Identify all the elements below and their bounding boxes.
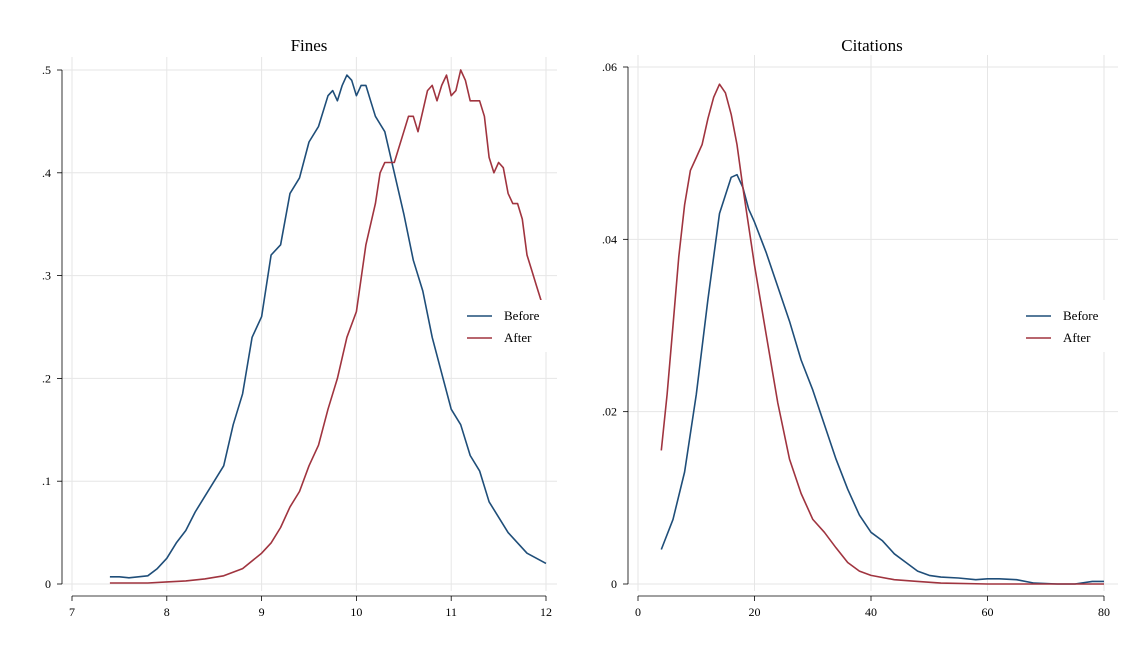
chart-panel-citations: 0 .02 .04 .06 0 20 40 60 80 Citations Before Af… [602,36,1118,619]
x-tick-label: 80 [1098,605,1110,619]
x-tick-label: 9 [259,605,265,619]
y-tick-label: .3 [42,269,51,283]
x-tick-label: 60 [982,605,994,619]
x-tick-label: 12 [540,605,552,619]
y-tick-label: 0 [611,577,617,591]
chart-title: Citations [841,36,902,55]
chart-title: Fines [291,36,328,55]
legend-box [456,300,548,352]
y-ticks: 0 .02 .04 .06 [602,60,628,591]
x-tick-label: 10 [350,605,362,619]
y-tick-label: .06 [602,60,617,74]
x-ticks: 7 8 9 10 11 12 [69,596,552,619]
x-tick-label: 7 [69,605,75,619]
x-tick-label: 40 [865,605,877,619]
legend-box [1016,300,1112,352]
chart-panel-fines: 0 .1 .2 .3 .4 .5 7 8 9 10 11 12 Fines Before After [42,36,557,619]
series-line-after [109,69,543,584]
x-tick-label: 11 [445,605,457,619]
y-tick-label: .1 [42,474,51,488]
legend-label-before: Before [504,308,540,323]
legend: Before After [1016,300,1112,352]
y-tick-label: .04 [602,232,617,246]
x-tick-label: 20 [749,605,761,619]
legend: Before After [456,300,548,352]
x-tick-label: 0 [635,605,641,619]
y-tick-label: .5 [42,63,51,77]
x-ticks: 0 20 40 60 80 [635,596,1110,619]
series-lines [109,69,547,584]
legend-label-after: After [1063,330,1091,345]
y-tick-label: .4 [42,166,51,180]
y-tick-label: .2 [42,371,51,385]
y-tick-label: .02 [602,405,617,419]
gridlines [60,57,557,591]
y-tick-label: 0 [45,577,51,591]
legend-label-before: Before [1063,308,1099,323]
series-line-after [660,83,1104,585]
x-tick-label: 8 [164,605,170,619]
series-line-before [660,173,1104,585]
series-lines [660,83,1104,585]
series-line-before [109,74,547,579]
legend-label-after: After [504,330,532,345]
y-ticks: 0 .1 .2 .3 .4 .5 [42,63,62,591]
